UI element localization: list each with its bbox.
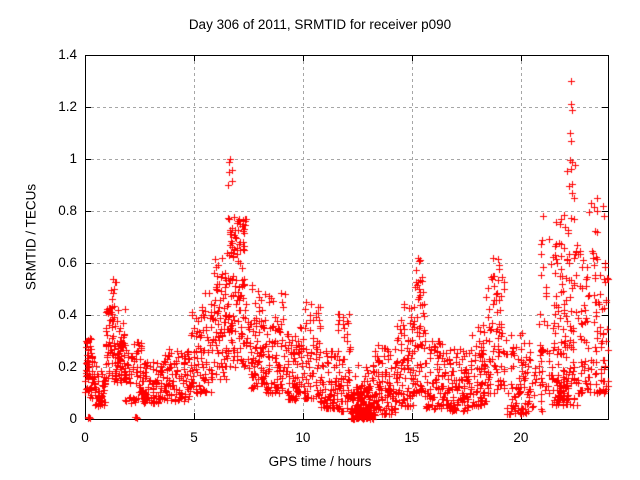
x-tick-label: 20 bbox=[513, 430, 529, 445]
x-tick-label: 10 bbox=[295, 430, 311, 445]
y-tick-label: 0 bbox=[69, 411, 77, 426]
y-tick-label: 0.6 bbox=[58, 255, 77, 270]
x-tick-label: 0 bbox=[81, 430, 89, 445]
y-tick-label: 1 bbox=[69, 151, 77, 166]
y-tick-label: 0.2 bbox=[58, 359, 77, 374]
x-tick-label: 5 bbox=[190, 430, 198, 445]
y-tick-label: 0.4 bbox=[58, 307, 77, 322]
x-tick-label: 15 bbox=[404, 430, 420, 445]
y-tick-label: 0.8 bbox=[58, 203, 77, 218]
y-tick-label: 1.4 bbox=[58, 47, 77, 62]
y-tick-label: 1.2 bbox=[58, 99, 77, 114]
